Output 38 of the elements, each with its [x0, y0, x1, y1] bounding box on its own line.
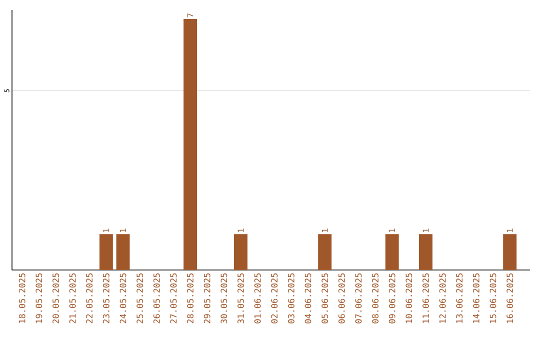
x-tick-label: 16.06.2025 [506, 273, 514, 323]
x-tick-label: 31.05.2025 [238, 273, 244, 324]
x-tick-label: 20.05.2025 [52, 273, 59, 324]
x-tick-label: 25.05.2025 [136, 273, 144, 324]
x-tick-label: 18.05.2025 [18, 273, 26, 323]
data-label: 1 [238, 228, 244, 232]
data-label: 1 [322, 228, 328, 232]
x-tick-label: 13.06.2025 [456, 273, 463, 323]
x-tick-label: 03.06.2025 [288, 273, 294, 324]
x-tick-label: 09.06.2025 [388, 273, 396, 324]
x-tick-label: 23.05.2025 [102, 273, 110, 324]
data-label: 1 [103, 228, 110, 232]
x-tick-label: 11.06.2025 [422, 273, 429, 323]
x-tick-label: 14.06.2025 [472, 273, 480, 323]
data-label: 1 [120, 228, 126, 232]
x-tick-label: 01.06.2025 [254, 273, 261, 324]
x-tick-label: 30.05.2025 [220, 273, 228, 324]
x-tick-label: 24.05.2025 [120, 273, 126, 324]
x-tick-label: 27.05.2025 [170, 273, 177, 324]
x-tick-label: 06.06.2025 [338, 273, 345, 324]
data-label: 1 [389, 228, 396, 232]
x-tick-label: 05.06.2025 [322, 273, 328, 324]
data-label: 7 [187, 14, 194, 18]
x-tick-label: 07.06.2025 [355, 273, 362, 324]
x-tick-label: 15.06.2025 [490, 273, 496, 323]
x-tick-label: 22.05.2025 [86, 273, 93, 324]
x-tick-label: 02.06.2025 [271, 273, 278, 324]
x-tick-label: 29.05.2025 [204, 273, 210, 324]
x-tick-label: 08.06.2025 [372, 273, 378, 324]
x-tick-label: 21.05.2025 [69, 273, 76, 324]
x-tick-label: 26.05.2025 [153, 273, 160, 324]
x-tick-label: 10.06.2025 [406, 273, 412, 323]
x-tick-label: 12.06.2025 [439, 273, 446, 323]
data-label: 1 [506, 228, 513, 232]
x-tick-label: 19.05.2025 [36, 273, 42, 323]
data-label: 1 [422, 228, 429, 232]
x-tick-label: 28.05.2025 [187, 273, 194, 324]
x-tick-label: 04.06.2025 [304, 273, 312, 324]
